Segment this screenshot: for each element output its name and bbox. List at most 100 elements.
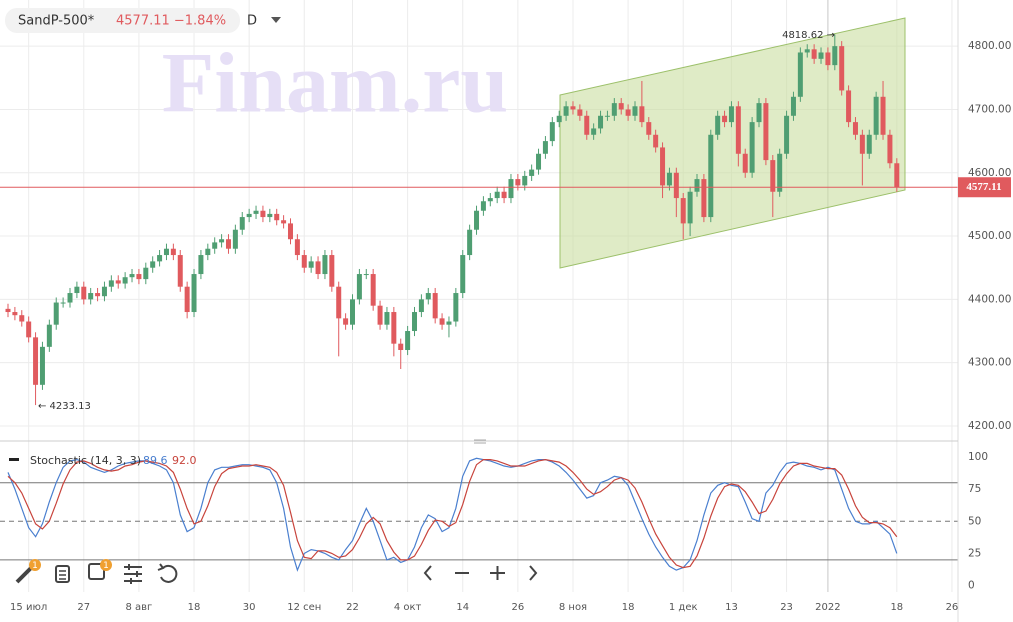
x-tick-label: 13 <box>725 602 738 613</box>
candle-body <box>715 115 721 135</box>
header-pill[interactable] <box>5 8 240 33</box>
candle-body <box>501 191 507 199</box>
candle-body <box>405 331 411 351</box>
x-tick-label: 27 <box>77 602 90 613</box>
candle-body <box>363 274 369 276</box>
candle-body <box>370 274 376 306</box>
candle-body <box>660 147 666 186</box>
candle-body <box>329 255 335 287</box>
badge <box>100 559 112 571</box>
y-tick-label: 50 <box>968 515 981 527</box>
candle-body <box>198 255 204 275</box>
x-tick-label: 1 дек <box>669 602 698 613</box>
layers-tool[interactable] <box>88 563 105 580</box>
candle-body <box>536 153 542 170</box>
candle-body <box>852 122 858 135</box>
candle-body <box>735 106 741 154</box>
watermark: Finam.ru <box>162 35 508 131</box>
candle-body <box>219 239 225 243</box>
interval[interactable]: D <box>247 14 257 29</box>
candle-body <box>260 210 266 218</box>
candle-body <box>894 163 900 188</box>
y-tick-label: 75 <box>968 483 981 495</box>
y-tick-label: 4600.00 <box>968 167 1011 179</box>
candle-body <box>549 122 555 142</box>
candle-body <box>742 153 748 173</box>
candle-body <box>53 302 59 325</box>
ticker[interactable]: SandP-500* <box>18 14 95 29</box>
candle-body <box>722 115 728 123</box>
low-annotation: ← 4233.13 <box>38 401 91 412</box>
undo-tool[interactable] <box>157 563 178 583</box>
candle-body <box>232 229 238 249</box>
channel-drawing[interactable] <box>559 17 906 269</box>
candle-body <box>170 248 176 256</box>
candle-body <box>818 52 824 59</box>
legend-icon[interactable] <box>9 458 19 461</box>
interval-dropdown[interactable] <box>271 17 281 23</box>
toolbar <box>15 563 538 584</box>
candle-body <box>322 255 328 275</box>
candle-body <box>694 179 700 192</box>
candle-body <box>184 286 190 313</box>
candle-body <box>315 261 321 275</box>
candle-body <box>604 115 610 117</box>
candle-body <box>777 153 783 192</box>
candle-body <box>12 312 18 316</box>
candle-body <box>33 337 39 385</box>
candle-body <box>446 321 452 325</box>
candle-body <box>350 299 355 325</box>
candle-body <box>163 248 169 256</box>
candle-body <box>108 280 114 287</box>
candle-body <box>542 141 548 154</box>
candle-body <box>308 261 314 268</box>
candle-body <box>646 122 652 135</box>
candle-body <box>39 346 45 385</box>
scroll-right[interactable] <box>529 565 538 581</box>
x-tick-label: 30 <box>243 602 256 613</box>
x-tick-label: 2022 <box>815 602 840 613</box>
candle-body <box>756 103 762 123</box>
candle-body <box>784 115 790 154</box>
x-tick-label: 18 <box>622 602 635 613</box>
candle-body <box>336 286 342 319</box>
candle-body <box>460 255 466 294</box>
x-tick-label: 23 <box>780 602 793 613</box>
candle-body <box>377 305 383 325</box>
y-tick-label: 4200.00 <box>968 420 1011 432</box>
draw-tool[interactable] <box>15 566 33 584</box>
candle-body <box>439 318 445 325</box>
candle-body <box>770 160 776 192</box>
candle-body <box>763 103 769 161</box>
candle-body <box>639 106 645 123</box>
candle-body <box>418 299 424 313</box>
candle-body <box>666 172 672 186</box>
candle-body <box>859 134 865 154</box>
candle-body <box>46 324 52 347</box>
candle-body <box>598 115 604 129</box>
settings-tool[interactable] <box>124 566 142 582</box>
y-tick-label: 4400.00 <box>968 293 1011 305</box>
candle-body <box>701 179 707 218</box>
x-tick-label: 14 <box>456 602 469 613</box>
stochastic-line <box>7 457 898 572</box>
quote: 4577.11 −1.84% <box>116 14 226 29</box>
candle-body <box>191 274 197 313</box>
scroll-left[interactable] <box>423 565 432 581</box>
candle-body <box>687 191 693 224</box>
y-tick-label: 100 <box>968 451 988 463</box>
candle-body <box>212 242 218 249</box>
candle-body <box>391 312 397 344</box>
candle-body <box>432 293 438 319</box>
indicator-title: Stochastic (14, 3, 3) <box>30 454 141 467</box>
list-tool[interactable] <box>55 565 70 583</box>
x-tick-label: 12 сен <box>287 602 321 613</box>
legend-value: 92.0 <box>172 454 197 467</box>
candle-body <box>515 179 521 186</box>
zoom-in[interactable] <box>490 566 505 580</box>
candle-body <box>88 293 94 300</box>
y-tick-label: 4500.00 <box>968 230 1011 242</box>
candle-body <box>225 239 231 249</box>
candle-body <box>811 49 817 59</box>
